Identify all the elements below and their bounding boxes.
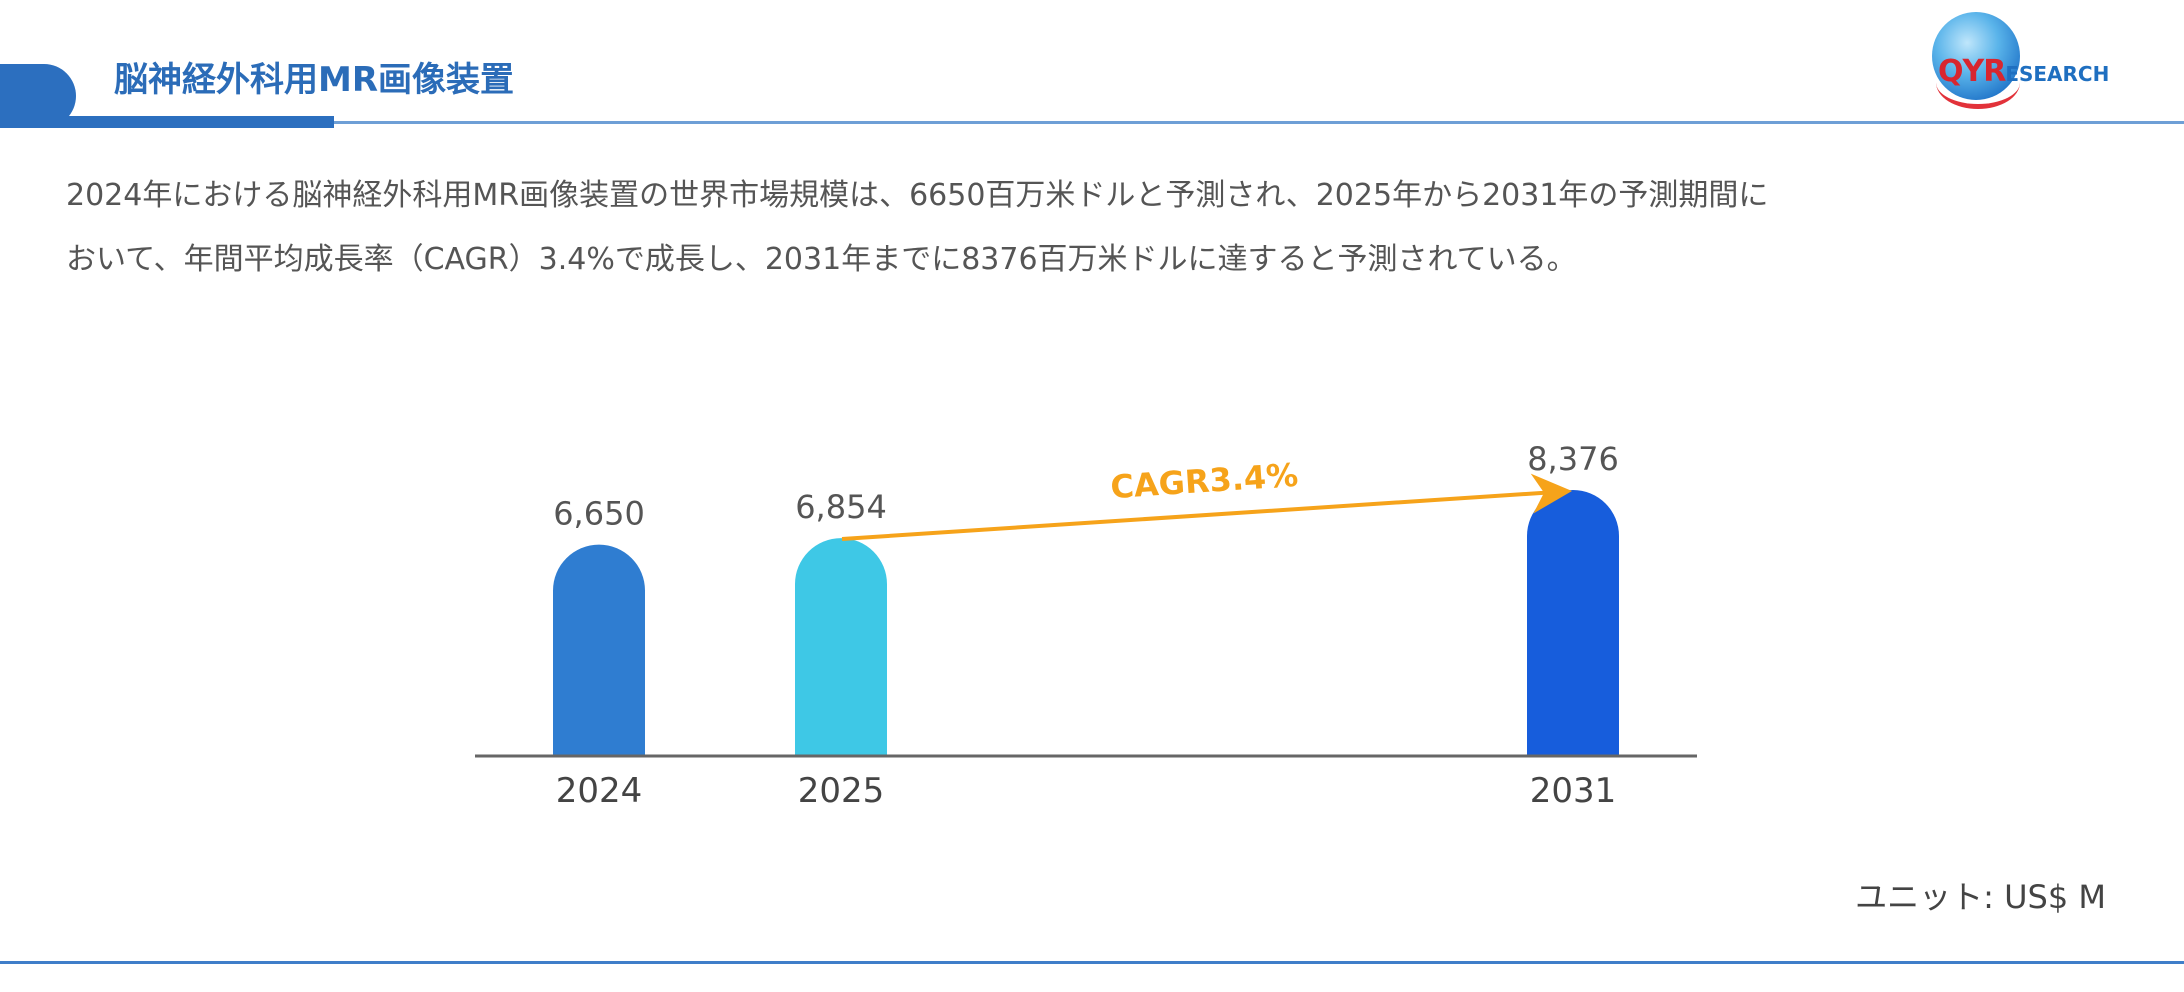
cagr-label: CAGR3.4% — [1109, 456, 1299, 506]
value-label-2025: 6,854 — [795, 488, 887, 526]
qyresearch-logo: QYRESEARCH — [1932, 12, 2132, 109]
description-line-1: 2024年における脳神経外科用MR画像装置の世界市場規模は、6650百万米ドルと… — [66, 178, 1769, 213]
market-description: 2024年における脳神経外科用MR画像装置の世界市場規模は、6650百万米ドルと… — [66, 164, 2126, 292]
bar-2024 — [553, 544, 645, 755]
bars-group — [553, 490, 1619, 755]
x-tick-label-2024: 2024 — [556, 771, 643, 811]
header-divider — [334, 121, 2184, 124]
x-tick-label-2025: 2025 — [798, 771, 885, 811]
logo-research: ESEARCH — [2005, 62, 2110, 86]
value-label-2024: 6,650 — [553, 495, 645, 533]
x-tick-label-2031: 2031 — [1530, 771, 1617, 811]
labels-group: 6,650 2024 6,854 2025 8,376 2031 — [553, 440, 1619, 811]
logo-swoosh — [1936, 56, 2020, 109]
logo-text: QYRESEARCH — [1938, 54, 2109, 89]
value-label-2031: 8,376 — [1527, 440, 1619, 478]
cagr-arrow — [841, 473, 1572, 541]
page-title: 脳神経外科用MR画像装置 — [114, 60, 515, 100]
bar-2025 — [795, 538, 888, 755]
logo-qyr: QYR — [1938, 54, 2006, 89]
bar-2031 — [1527, 490, 1619, 755]
footer-divider — [0, 961, 2184, 964]
unit-label: ユニット: US$ M — [1855, 878, 2106, 916]
header-divider-thick — [0, 116, 334, 128]
description-line-2: おいて、年間平均成長率（CAGR）3.4%で成長し、2031年までに8376百万… — [66, 242, 1577, 277]
